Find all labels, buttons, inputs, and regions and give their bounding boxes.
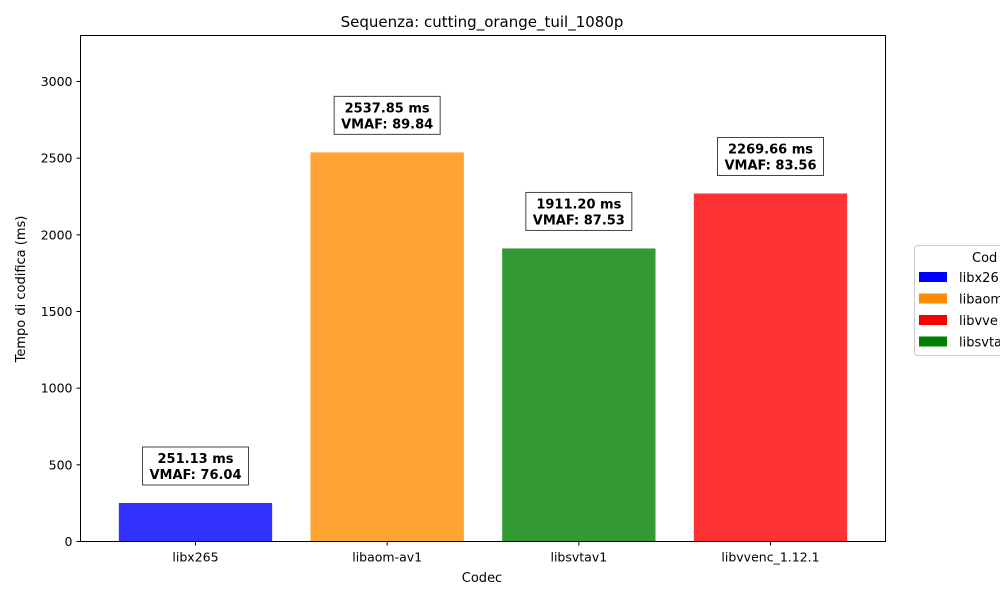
- legend-label: libaom: [959, 293, 1000, 308]
- legend-title: Cod: [972, 251, 997, 266]
- x-tick-label: libx265: [172, 550, 218, 565]
- legend-swatch: [919, 293, 947, 304]
- data-label-frame: [525, 191, 633, 231]
- bar-libvvenc_1.12.1: [693, 193, 848, 542]
- legend-label: libsvta: [959, 336, 1000, 351]
- y-tick-label: 0: [65, 534, 73, 549]
- x-axis: libx265 libaom-av1 libsvtav1 libvvenc_1.12.…: [172, 541, 820, 565]
- y-axis-title: Tempo di codifica (ms): [14, 216, 29, 364]
- plot-frame: [80, 35, 886, 542]
- data-label-vmaf: VMAF: 89.84: [341, 117, 433, 132]
- x-tick-label: libvvenc_1.12.1: [721, 550, 819, 565]
- data-label-vmaf: VMAF: 87.53: [533, 213, 625, 228]
- legend-swatch: [919, 272, 947, 282]
- legend-items: libx26 libaom libvve libsvta: [919, 271, 1000, 351]
- data-label-frame: [717, 136, 824, 176]
- y-tick-label: 500: [49, 457, 73, 472]
- bar-libaom-av1: [310, 152, 464, 542]
- bar-libsvtav1: [502, 248, 656, 542]
- x-tick-label: libsvtav1: [550, 550, 607, 565]
- y-tick-label: 3000: [41, 74, 73, 89]
- legend-label: libvve: [959, 314, 998, 329]
- legend-swatch: [919, 336, 947, 347]
- y-tick-label: 1000: [41, 381, 73, 396]
- bars-group: [118, 152, 848, 542]
- x-tick-label: libaom-av1: [352, 550, 422, 565]
- chart-title: Sequenza: cutting_orange_tuil_1080p: [341, 13, 624, 32]
- data-label-frame: [142, 446, 249, 486]
- data-label-value: 1911.20 ms: [536, 197, 621, 212]
- y-tick-label: 2500: [41, 151, 73, 166]
- bar-libx265: [118, 502, 273, 542]
- data-label-vmaf: VMAF: 83.56: [724, 158, 816, 173]
- y-tick-label: 1500: [41, 304, 73, 319]
- legend: Cod libx26 libaom libvve libsvta: [914, 245, 1000, 356]
- data-label-frame: [333, 95, 441, 135]
- data-label-value: 2537.85 ms: [345, 101, 430, 116]
- y-tick-label: 2000: [41, 227, 73, 242]
- legend-swatch: [919, 315, 947, 325]
- data-label-vmaf: VMAF: 76.04: [149, 468, 241, 483]
- data-label-value: 2269.66 ms: [728, 142, 813, 157]
- legend-label: libx26: [959, 271, 999, 286]
- x-axis-title: Codec: [462, 571, 502, 586]
- data-label-value: 251.13 ms: [158, 452, 234, 467]
- y-axis: 0 500 1000 1500 2000 2500 3000: [41, 74, 81, 549]
